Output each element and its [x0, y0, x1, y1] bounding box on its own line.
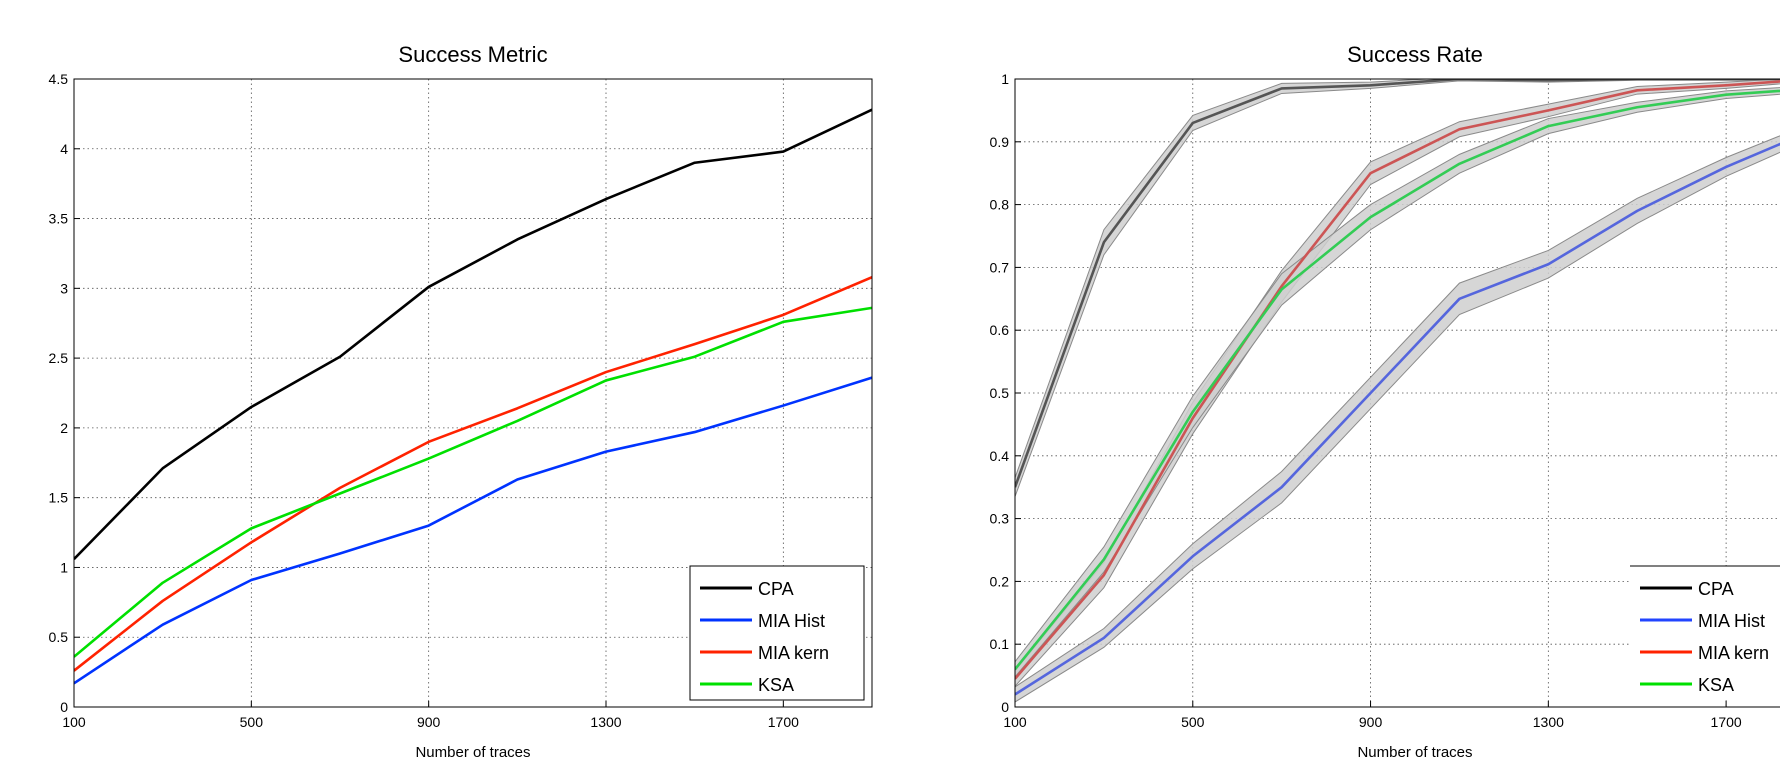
x-tick-label: 500 [240, 714, 264, 730]
y-tick-label: 4 [60, 141, 68, 157]
y-tick-label: 2.5 [49, 350, 69, 366]
confidence-band-cpa [1015, 79, 1780, 497]
confidence-band-mia-kern [1015, 79, 1780, 688]
y-tick-label: 4.5 [49, 71, 69, 87]
legend-label-mia-hist: MIA Hist [758, 611, 825, 631]
y-tick-label: 0.2 [990, 573, 1010, 589]
plot-lines [1015, 79, 1780, 703]
x-tick-label: 100 [1003, 714, 1027, 730]
series-line-ksa [74, 306, 872, 658]
y-tick-label: 0.3 [990, 511, 1010, 527]
series-line-mia-hist [74, 376, 872, 685]
y-tick-label: 3 [60, 280, 68, 296]
legend: CPA MIA Hist MIA kern KSA [689, 565, 865, 701]
plot-lines [74, 108, 872, 685]
legend-label-mia-kern: MIA kern [1698, 643, 1769, 663]
y-tick-label: 0.1 [990, 636, 1010, 652]
legend-label-ksa: KSA [1698, 675, 1734, 695]
y-tick-label: 1 [1001, 71, 1009, 87]
y-tick-label: 0 [60, 699, 68, 715]
x-tick-label: 1700 [768, 714, 799, 730]
x-tick-label: 500 [1181, 714, 1205, 730]
series-line-mia-hist [1015, 142, 1780, 696]
legend-label-cpa: CPA [1698, 579, 1734, 599]
x-axis-label: Number of traces [1357, 744, 1472, 758]
y-tick-label: 3.5 [49, 211, 69, 227]
x-tick-label: 1700 [1711, 714, 1742, 730]
legend-label-mia-hist: MIA Hist [1698, 611, 1765, 631]
x-tick-label: 900 [1359, 714, 1383, 730]
y-tick-label: 1.5 [49, 490, 69, 506]
x-tick-label: 1300 [590, 714, 621, 730]
x-tick-label: 100 [62, 714, 86, 730]
chart-title: Success Metric [398, 42, 547, 67]
series-line-cpa [1015, 79, 1780, 488]
y-tick-label: 0.5 [990, 385, 1010, 401]
x-axis-label: Number of traces [415, 744, 530, 758]
series-line-mia-kern [74, 275, 872, 672]
x-tick-label: 900 [417, 714, 441, 730]
y-tick-label: 1 [60, 559, 68, 575]
legend-label-cpa: CPA [758, 579, 794, 599]
series-line-cpa [74, 108, 872, 560]
legend-label-ksa: KSA [758, 675, 794, 695]
y-tick-label: 0.7 [990, 259, 1010, 275]
legend-label-mia-kern: MIA kern [758, 643, 829, 663]
y-tick-label: 0 [1001, 699, 1009, 715]
series-line-ksa [1015, 89, 1780, 671]
legend: CPA MIA Hist MIA kern KSA [1630, 565, 1780, 700]
chart-right: 100 500 900 1300 1700 0 0.1 0.2 0.3 0.4 0.5 0.6 0.7 0… [990, 42, 1780, 758]
series-line-mia-kern [1015, 80, 1780, 680]
axes-frame [73, 78, 873, 708]
y-tick-label: 0.8 [990, 197, 1010, 213]
y-tick-label: 0.5 [49, 629, 69, 645]
chart-title: Success Rate [1347, 42, 1483, 67]
x-tick-label: 1300 [1533, 714, 1564, 730]
y-tick-label: 2 [60, 420, 68, 436]
y-tick-label: 0.9 [990, 134, 1010, 150]
chart-left: 100 500 900 1300 1700 0 0.5 1 1.5 2 2.5 3 3.5 4 4.5 Suc… [49, 42, 873, 758]
y-tick-label: 0.6 [990, 322, 1010, 338]
y-tick-label: 0.4 [990, 448, 1010, 464]
